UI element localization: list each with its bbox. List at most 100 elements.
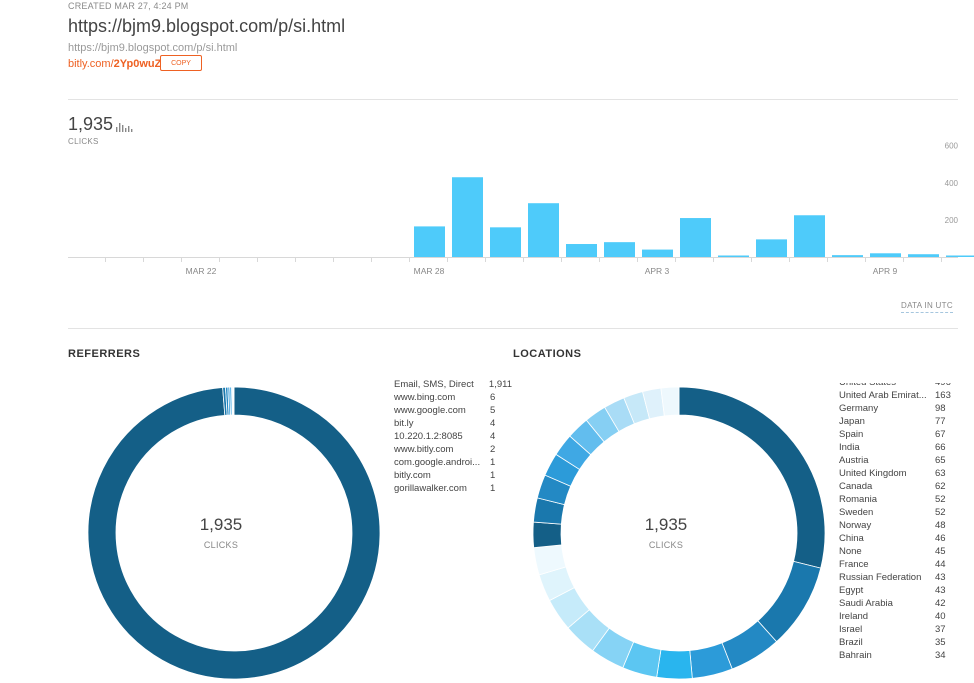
location-legend-name: Sweden (839, 507, 874, 518)
location-legend-row[interactable]: United Kingdom 63 (839, 467, 959, 480)
referrer-legend-row[interactable]: Email, SMS, Direct 1,911 (394, 378, 512, 391)
location-legend-row[interactable]: Norway 48 (839, 519, 959, 532)
location-legend-value: 43 (935, 585, 946, 596)
location-legend-value: 44 (935, 559, 946, 570)
location-legend-row[interactable]: United States496 (839, 383, 959, 389)
location-legend-row[interactable]: Romania 52 (839, 493, 959, 506)
bar-apr-7[interactable] (794, 215, 825, 257)
divider (68, 328, 958, 329)
location-legend-value: 98 (935, 403, 946, 414)
location-slice-norway[interactable] (532, 521, 563, 549)
location-legend-value: 52 (935, 494, 946, 505)
location-legend-value: 35 (935, 637, 946, 648)
location-legend-row[interactable]: None 45 (839, 545, 959, 558)
y-tick-label: 400 (945, 179, 959, 188)
bar-apr-5[interactable] (718, 255, 749, 258)
referrer-legend-row[interactable]: bit.ly 4 (394, 417, 512, 430)
location-legend-row[interactable]: Spain 67 (839, 428, 959, 441)
location-slice-united-arab-emirat[interactable] (757, 560, 822, 643)
short-link-code: 2Yp0wuZ (113, 58, 162, 70)
location-legend-row[interactable]: Israel 37 (839, 623, 959, 636)
location-legend-name: Saudi Arabia (839, 598, 893, 609)
location-legend-row[interactable]: Saudi Arabia 42 (839, 597, 959, 610)
location-slice-bahrain[interactable] (660, 386, 680, 417)
referrers-legend: Email, SMS, Direct 1,911 www.bing.com 6 www.… (394, 378, 512, 495)
referrer-legend-value: 1,911 (488, 379, 512, 390)
referrer-legend-row[interactable]: www.bitly.com 2 (394, 443, 512, 456)
location-slice-spain[interactable] (656, 649, 693, 680)
location-legend-name: United Kingdom (839, 468, 907, 479)
bar-apr-6[interactable] (756, 239, 787, 257)
locations-donut-chart[interactable] (529, 383, 829, 683)
referrer-legend-name: 10.220.1.2:8085 (394, 431, 463, 442)
referrer-legend-name: www.bing.com (394, 392, 456, 403)
location-legend-row[interactable]: United Arab Emirat... 163 (839, 389, 959, 402)
referrer-legend-row[interactable]: www.bing.com 6 (394, 391, 512, 404)
location-legend-row[interactable]: Canada 62 (839, 480, 959, 493)
locations-legend: United States496United Arab Emirat... 163… (839, 383, 959, 662)
referrers-total-label: CLICKS (203, 540, 239, 550)
location-legend-name: United Arab Emirat... (839, 390, 927, 401)
x-tick-label: MAR 28 (414, 266, 445, 276)
referrer-legend-name: com.google.androi... (394, 457, 481, 468)
location-legend-row[interactable]: Egypt 43 (839, 584, 959, 597)
location-legend-name: Spain (839, 429, 864, 440)
referrers-title: REFERRERS (68, 348, 141, 360)
referrer-legend-value: 1 (490, 483, 496, 494)
bar-sparkline-icon[interactable] (115, 122, 133, 132)
location-legend-name: None (839, 546, 862, 557)
bar-apr-10[interactable] (908, 254, 939, 257)
bar-apr-9[interactable] (870, 253, 901, 257)
location-legend-row[interactable]: Brazil 35 (839, 636, 959, 649)
link-title[interactable]: https://bjm9.blogspot.com/p/si.html (68, 16, 346, 36)
bar-apr-2[interactable] (604, 242, 635, 257)
bar-apr-4[interactable] (680, 218, 711, 257)
location-legend-name: Brazil (839, 637, 863, 648)
total-clicks: 1,935 (68, 114, 114, 134)
bar-apr-11[interactable] (946, 255, 974, 258)
location-legend-row[interactable]: Sweden 52 (839, 506, 959, 519)
clicks-bar-chart: 200 400 600 MAR 22 MAR 28 APR 3 APR 9 (68, 142, 974, 276)
bar-mar-28[interactable] (414, 226, 445, 257)
bar-apr-3[interactable] (642, 249, 673, 257)
short-link[interactable]: bitly.com/2Yp0wuZ (68, 58, 161, 70)
location-legend-value: 37 (935, 624, 946, 635)
location-legend-name: Israel (839, 624, 863, 635)
location-legend-row[interactable]: France 44 (839, 558, 959, 571)
bar-mar-31[interactable] (528, 203, 559, 257)
location-legend-row[interactable]: Bahrain 34 (839, 649, 959, 662)
referrer-legend-row[interactable]: bitly.com 1 (394, 469, 512, 482)
bar-apr-8[interactable] (832, 255, 863, 257)
location-legend-value: 34 (935, 650, 946, 661)
location-legend-value: 77 (935, 416, 946, 427)
bar-mar-29[interactable] (452, 177, 483, 257)
referrer-slice-email-sms-direct[interactable] (87, 386, 381, 680)
referrer-legend-row[interactable]: 10.220.1.2:8085 4 (394, 430, 512, 443)
referrer-legend-row[interactable]: com.google.androi... 1 (394, 456, 512, 469)
data-timezone-toggle[interactable]: DATA IN UTC (901, 301, 953, 313)
copy-button[interactable]: COPY (160, 55, 202, 71)
location-legend-value: 43 (935, 572, 946, 583)
location-legend-name: India (839, 442, 860, 453)
location-legend-row[interactable]: Ireland 40 (839, 610, 959, 623)
location-legend-row[interactable]: India 66 (839, 441, 959, 454)
location-legend-row[interactable]: Japan 77 (839, 415, 959, 428)
locations-legend-viewport[interactable]: United States496United Arab Emirat... 163… (839, 383, 959, 683)
location-legend-row[interactable]: Austria 65 (839, 454, 959, 467)
location-legend-row[interactable]: Russian Federation 43 (839, 571, 959, 584)
referrer-legend-name: bitly.com (394, 470, 431, 481)
location-legend-row[interactable]: China 46 (839, 532, 959, 545)
location-legend-value: 65 (935, 455, 946, 466)
bar-apr-1[interactable] (566, 244, 597, 257)
referrer-legend-name: www.bitly.com (394, 444, 454, 455)
created-timestamp: CREATED MAR 27, 4:24 PM (68, 1, 189, 11)
location-legend-row[interactable]: Germany 98 (839, 402, 959, 415)
referrer-legend-row[interactable]: www.google.com 5 (394, 404, 512, 417)
referrer-legend-value: 1 (490, 470, 496, 481)
referrer-legend-value: 4 (490, 431, 496, 442)
referrers-donut-chart[interactable] (84, 383, 384, 683)
referrer-legend-row[interactable]: gorillawalker.com 1 (394, 482, 512, 495)
long-url[interactable]: https://bjm9.blogspot.com/p/si.html (68, 42, 238, 54)
location-legend-value: 163 (935, 390, 951, 401)
bar-mar-30[interactable] (490, 227, 521, 257)
